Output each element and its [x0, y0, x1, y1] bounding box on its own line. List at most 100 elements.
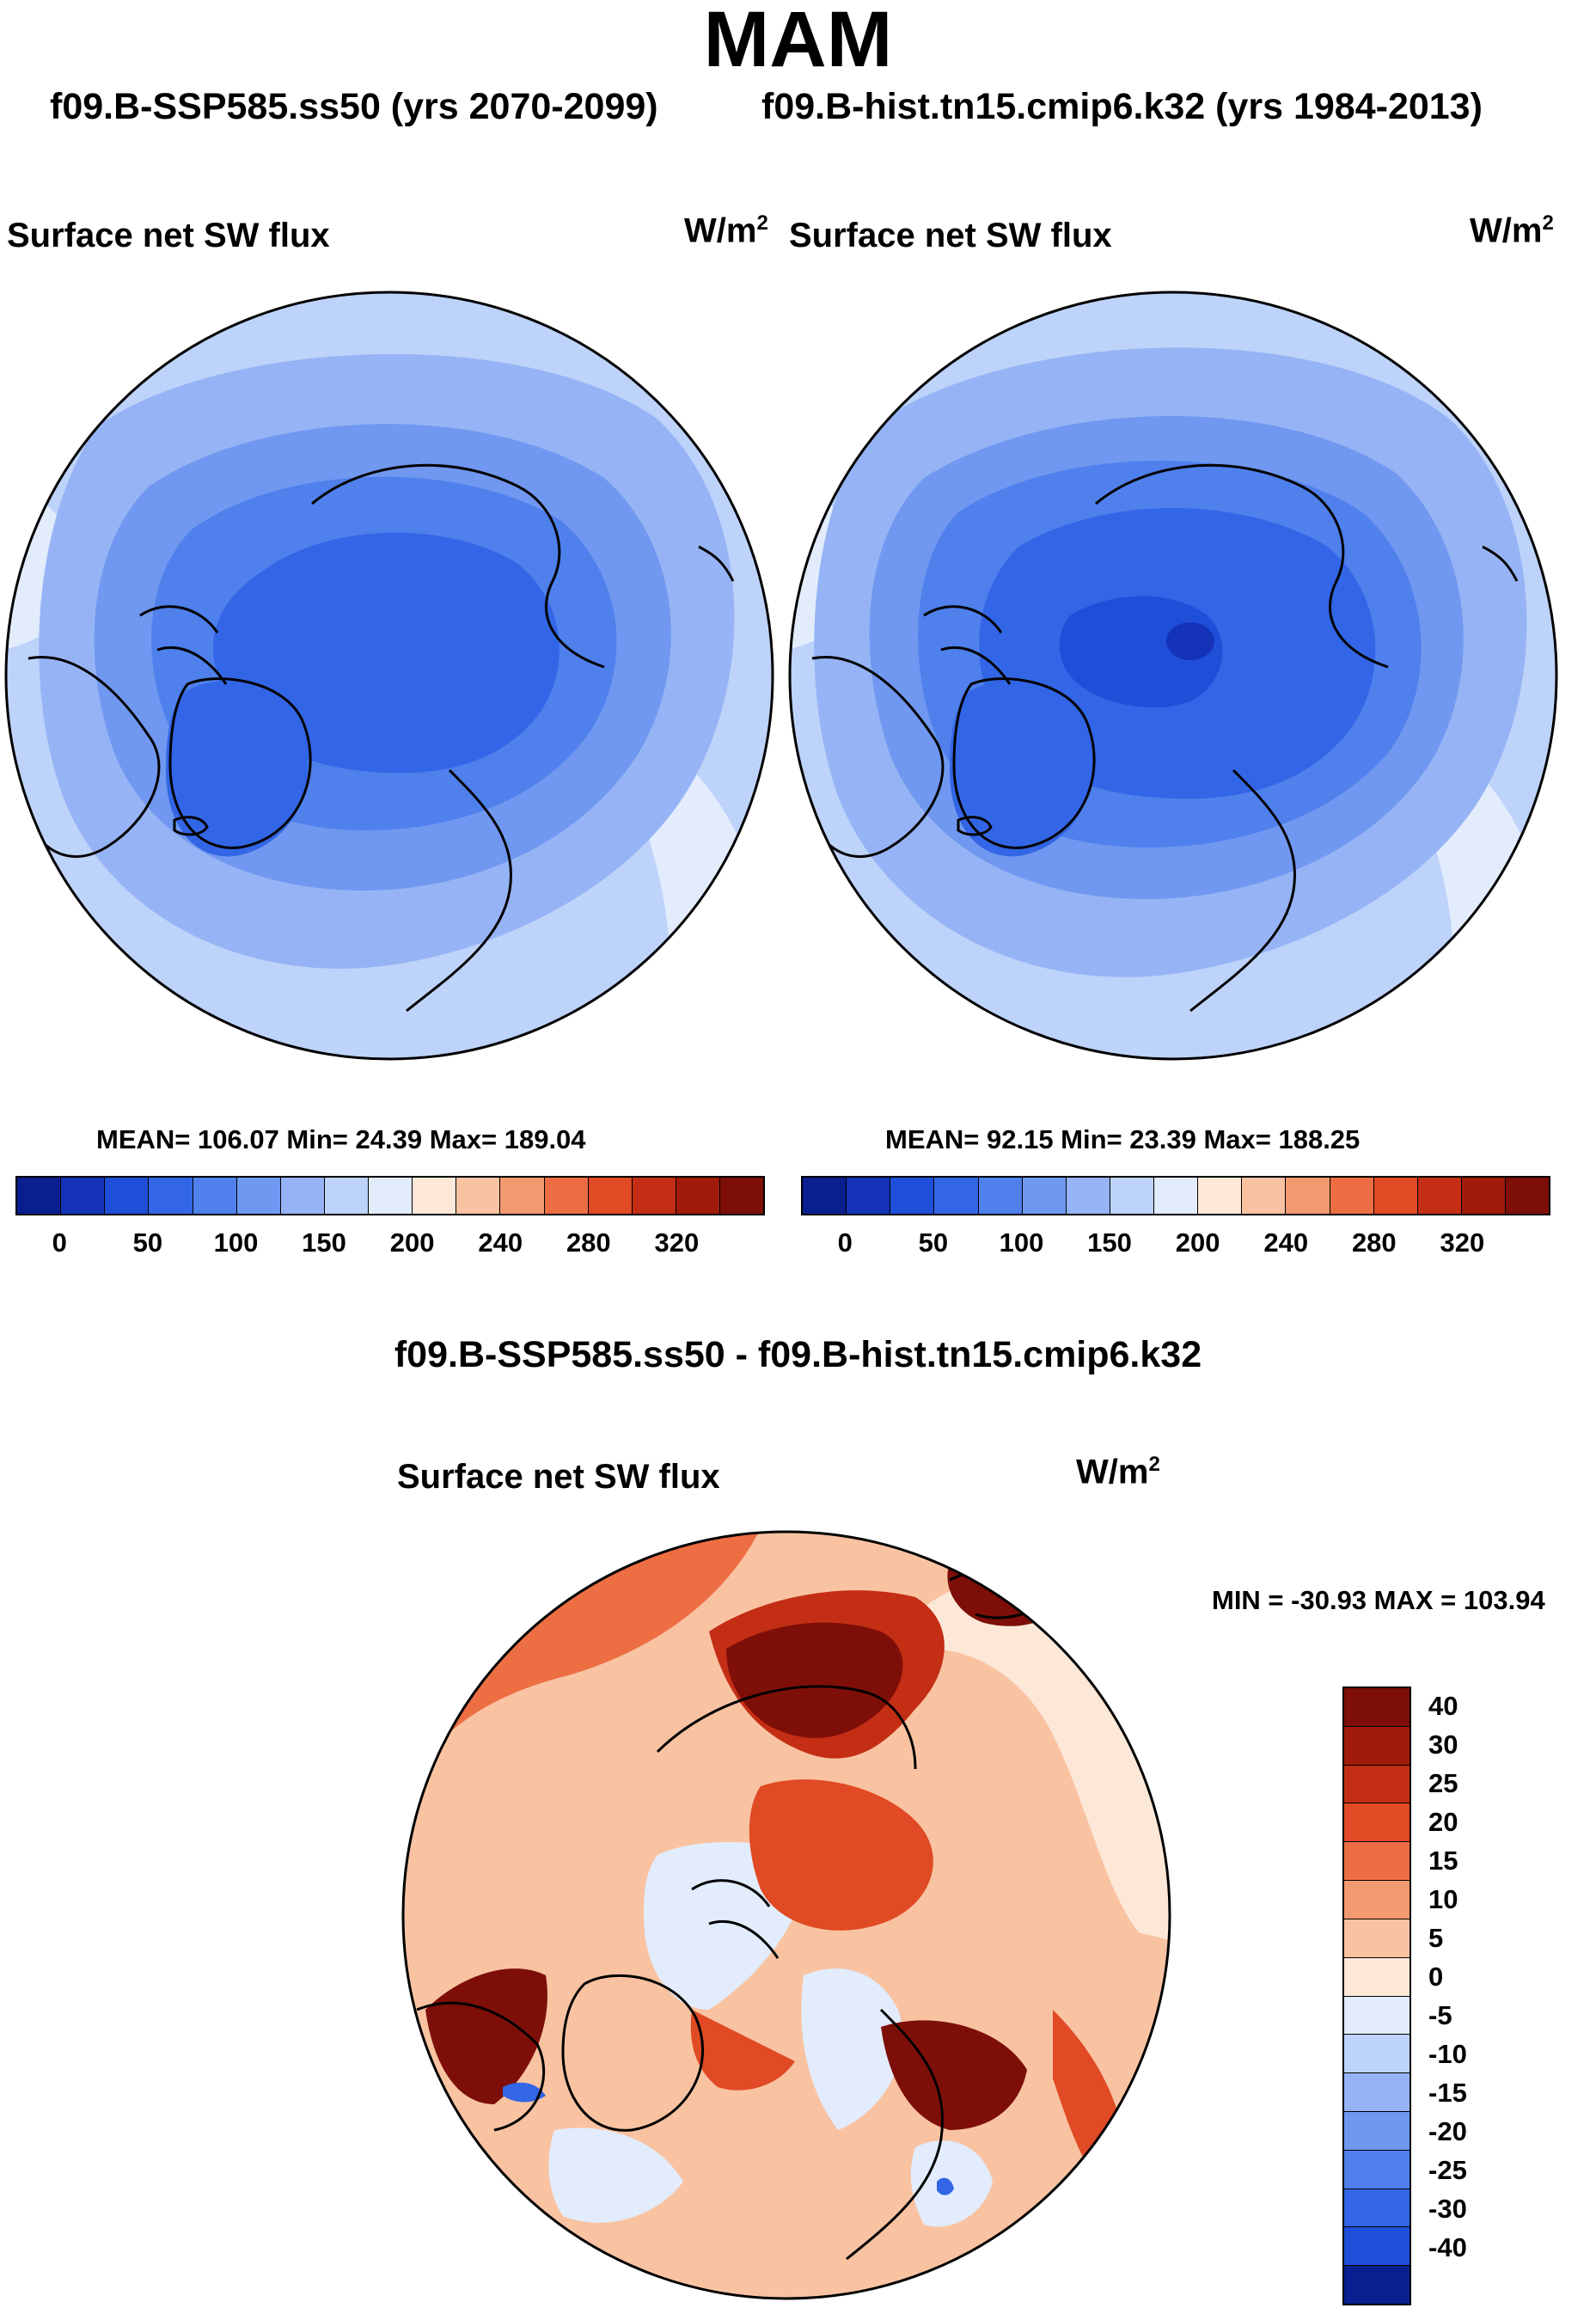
colorbar-swatch — [1344, 2034, 1409, 2073]
panel-label-ssp585: Surface net SW flux — [7, 217, 330, 254]
colorbar-tick-label: -20 — [1428, 2115, 1467, 2146]
map-boundary — [4, 291, 774, 1061]
colorbar-tick-label: 20 — [1428, 1806, 1458, 1837]
colorbar-swatch — [456, 1178, 500, 1214]
colorbar-swatch — [1065, 1178, 1110, 1214]
colorbar-swatch — [17, 1178, 61, 1214]
colorbar-swatch — [323, 1178, 368, 1214]
colorbar-swatch — [1344, 2110, 1409, 2150]
colorbar-swatch — [148, 1178, 193, 1214]
stats-difference: MIN = -30.93 MAX = 103.94 — [1212, 1585, 1545, 1615]
colorbar-swatch — [890, 1178, 934, 1214]
colorbar-tick-label: 40 — [1428, 1690, 1458, 1721]
colorbar-tick-label: 5 — [1428, 1922, 1444, 1953]
page-title: MAM — [703, 0, 893, 83]
colorbar-swatch — [1241, 1178, 1286, 1214]
coastlines — [806, 463, 1519, 1013]
colorbar-swatch — [1344, 1956, 1409, 1996]
field-baffin — [690, 2010, 795, 2091]
stats-ssp585: MEAN= 106.07 Min= 24.39 Max= 189.04 — [96, 1124, 586, 1154]
colorbar-swatch — [192, 1178, 236, 1214]
colorbar-tick-label: 0 — [1428, 1961, 1444, 1992]
colorbar-swatch — [1416, 1178, 1461, 1214]
colorbar-tick-label: -25 — [1428, 2154, 1467, 2185]
colorbar-swatch — [1109, 1178, 1153, 1214]
colorbar-swatch — [587, 1178, 632, 1214]
units-base: W/m — [684, 211, 757, 250]
colorbar-tick-label: -40 — [1428, 2231, 1467, 2262]
colorbar-tick-label: 50 — [132, 1227, 163, 1258]
units-exponent: 2 — [1542, 211, 1554, 235]
map-ssp585 — [4, 291, 774, 1061]
coastlines — [22, 463, 735, 1013]
field-negative-patch — [937, 2177, 954, 2195]
colorbar-tick-label: 240 — [478, 1227, 523, 1258]
colorbar-swatch — [803, 1178, 847, 1214]
run-title-ssp585: f09.B-SSP585.ss50 (yrs 2070-2099) — [50, 86, 658, 127]
colorbar-swatch — [235, 1178, 280, 1214]
colorbar-tick-label: 150 — [1087, 1227, 1132, 1258]
colorbar-swatch — [1344, 1725, 1409, 1765]
colorbar-tick-label: 320 — [654, 1227, 700, 1258]
colorbar-swatch — [1505, 1178, 1550, 1214]
field-arctic-ocean — [749, 1779, 933, 1931]
colorbar-tick-label: 15 — [1428, 1845, 1458, 1876]
colorbar-swatch — [368, 1178, 413, 1214]
field-greenland — [950, 681, 1092, 857]
units-base: W/m — [1076, 1453, 1149, 1491]
colorbar-swatch — [1460, 1178, 1505, 1214]
colorbar-swatch — [412, 1178, 456, 1214]
colorbar-swatch — [1344, 2226, 1409, 2266]
colorbar-swatch — [1344, 1803, 1409, 1842]
colorbar-ticks-ssp585: 0 50 100 150 200 240 280 320 — [15, 1227, 765, 1262]
colorbar-swatch — [1153, 1178, 1198, 1214]
colorbar-tick-label: 100 — [999, 1227, 1044, 1258]
colorbar-swatch — [1344, 1764, 1409, 1803]
colorbar-swatch — [846, 1178, 890, 1214]
field-greenland — [166, 681, 309, 857]
colorbar-tick-label: 200 — [389, 1227, 435, 1258]
colorbar-ssp585 — [15, 1176, 765, 1215]
run-title-hist: f09.B-hist.tn15.cmip6.k32 (yrs 1984-2013… — [761, 86, 1483, 127]
colorbar-swatch — [1344, 1995, 1409, 2035]
map-difference — [401, 1530, 1171, 2300]
colorbar-tick-label: 25 — [1428, 1767, 1458, 1798]
map-boundary — [788, 291, 1558, 1061]
colorbar-swatch — [1344, 1918, 1409, 1957]
colorbar-tick-label: 30 — [1428, 1729, 1458, 1760]
colorbar-swatch — [1344, 2072, 1409, 2111]
colorbar-swatch — [719, 1178, 764, 1214]
colorbar-tick-label: 0 — [52, 1227, 67, 1258]
colorbar-swatch — [1285, 1178, 1330, 1214]
colorbar-tick-label: 50 — [918, 1227, 949, 1258]
difference-title: f09.B-SSP585.ss50 - f09.B-hist.tn15.cmip… — [394, 1334, 1202, 1375]
units-exponent: 2 — [1148, 1453, 1160, 1476]
colorbar-swatch — [1021, 1178, 1066, 1214]
colorbar-ticks-difference: 40 30 25 20 15 10 5 0 -5 -10 -15 -20 -25 -30 -40 — [1428, 1687, 1532, 2305]
colorbar-swatch — [60, 1178, 105, 1214]
colorbar-swatch — [1197, 1178, 1242, 1214]
colorbar-ticks-hist: 0 50 100 150 200 240 280 320 — [801, 1227, 1550, 1262]
colorbar-tick-label: 280 — [1351, 1227, 1397, 1258]
colorbar-swatch — [1373, 1178, 1417, 1214]
colorbar-swatch — [1344, 1880, 1409, 1919]
colorbar-swatch — [1344, 2188, 1409, 2227]
colorbar-swatch — [933, 1178, 978, 1214]
colorbar-swatch — [1344, 1841, 1409, 1881]
colorbar-swatch — [631, 1178, 676, 1214]
colorbar-tick-label: -10 — [1428, 2038, 1467, 2069]
colorbar-swatch — [104, 1178, 149, 1214]
field-barents-max — [881, 2020, 1027, 2130]
colorbar-tick-label: 10 — [1428, 1883, 1458, 1914]
colorbar-hist — [801, 1176, 1550, 1215]
colorbar-tick-label: 150 — [302, 1227, 346, 1258]
map-boundary — [401, 1530, 1171, 2300]
colorbar-tick-label: 0 — [837, 1227, 853, 1258]
map-hist — [788, 291, 1558, 1061]
colorbar-tick-label: -5 — [1428, 1999, 1452, 2030]
units-base: W/m — [1470, 211, 1543, 250]
colorbar-tick-label: 320 — [1440, 1227, 1485, 1258]
colorbar-swatch — [1344, 2149, 1409, 2189]
colorbar-tick-label: 200 — [1175, 1227, 1220, 1258]
colorbar-tick-label: 280 — [566, 1227, 611, 1258]
